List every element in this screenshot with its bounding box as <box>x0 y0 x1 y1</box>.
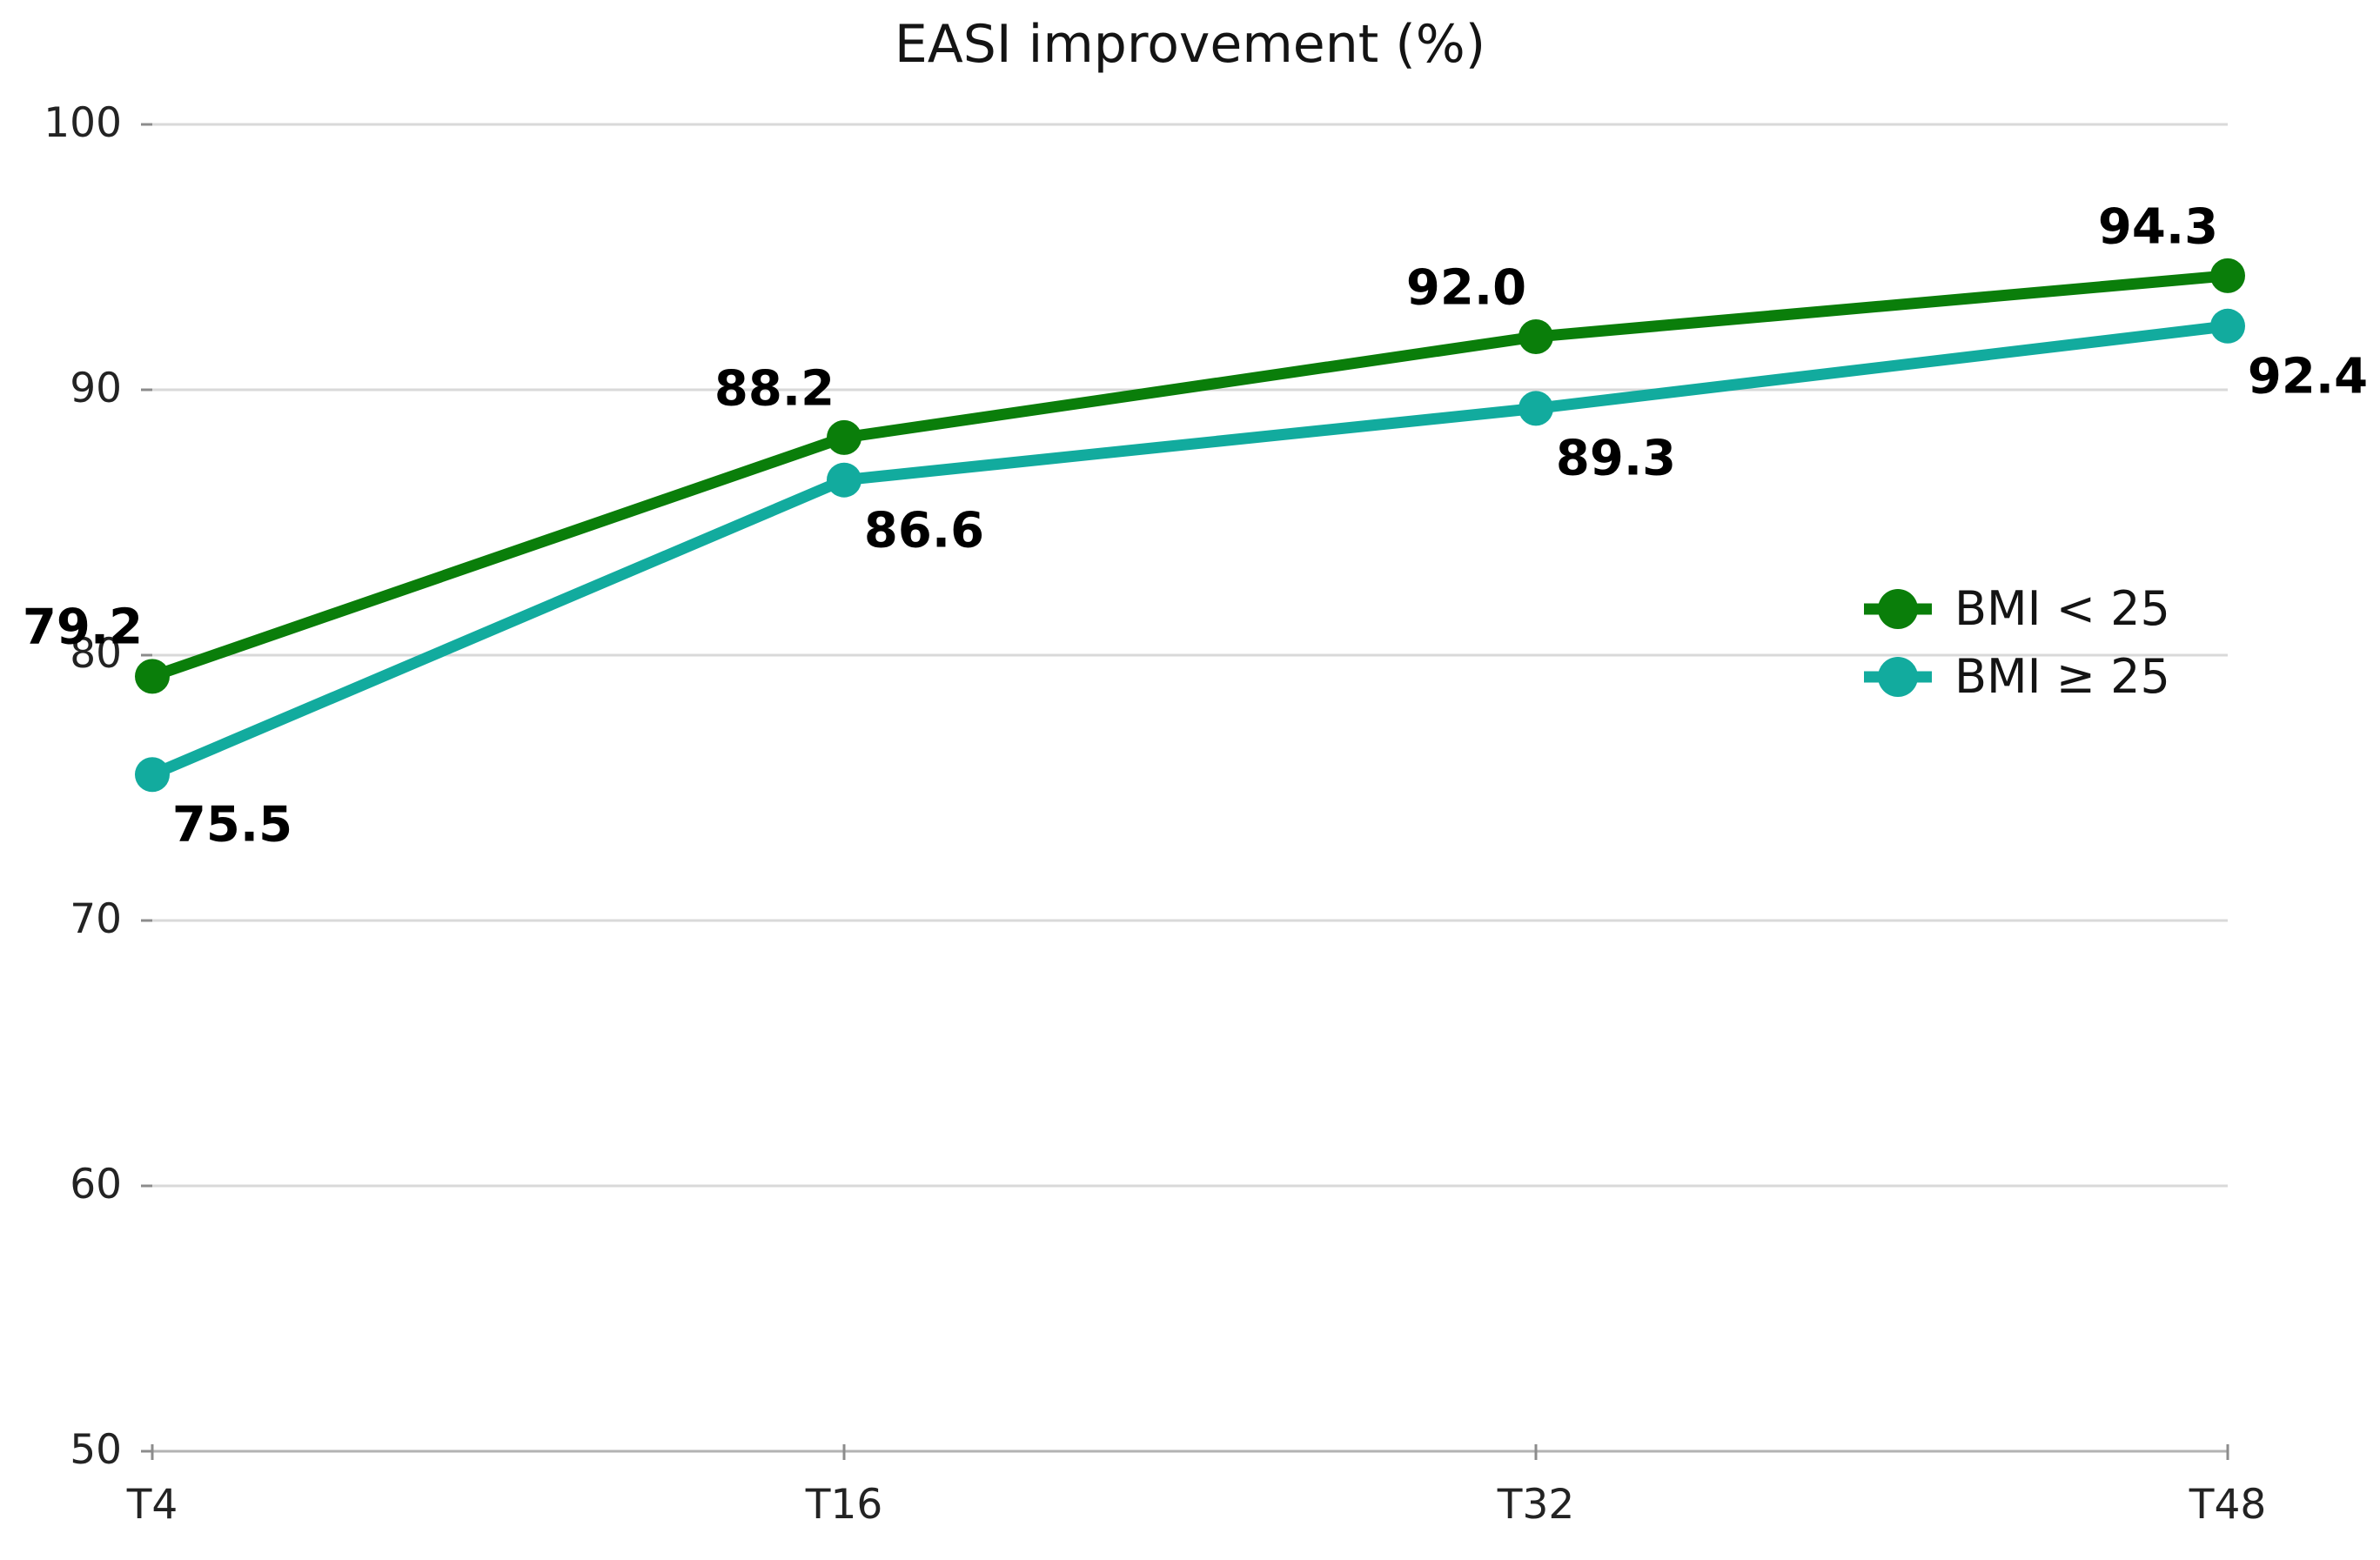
legend-label-bmi-lt-25: BMI < 25 <box>1954 581 2170 636</box>
legend-label-bmi-ge-25: BMI ≥ 25 <box>1954 649 2170 704</box>
legend: BMI < 25 BMI ≥ 25 <box>1864 581 2170 704</box>
legend-item-bmi-ge-25: BMI ≥ 25 <box>1864 649 2170 704</box>
series-1-marker-T4 <box>135 757 170 793</box>
legend-marker-bmi-ge-25-icon <box>1864 656 1932 697</box>
series-line-0 <box>146 270 2234 682</box>
legend-item-bmi-lt-25: BMI < 25 <box>1864 581 2170 636</box>
series-0-marker-T4 <box>135 659 170 694</box>
series-1-marker-T16 <box>827 462 861 498</box>
series-0-marker-T48 <box>2210 258 2245 293</box>
chart-title: EASI improvement (%) <box>894 14 1486 75</box>
series-line-1 <box>146 320 2234 780</box>
series-0-marker-T16 <box>827 419 861 455</box>
legend-marker-bmi-lt-25-icon <box>1864 588 1932 629</box>
series-1-marker-T48 <box>2210 308 2245 344</box>
series-1-marker-T32 <box>1519 391 1553 426</box>
series-0-marker-T32 <box>1519 319 1553 354</box>
